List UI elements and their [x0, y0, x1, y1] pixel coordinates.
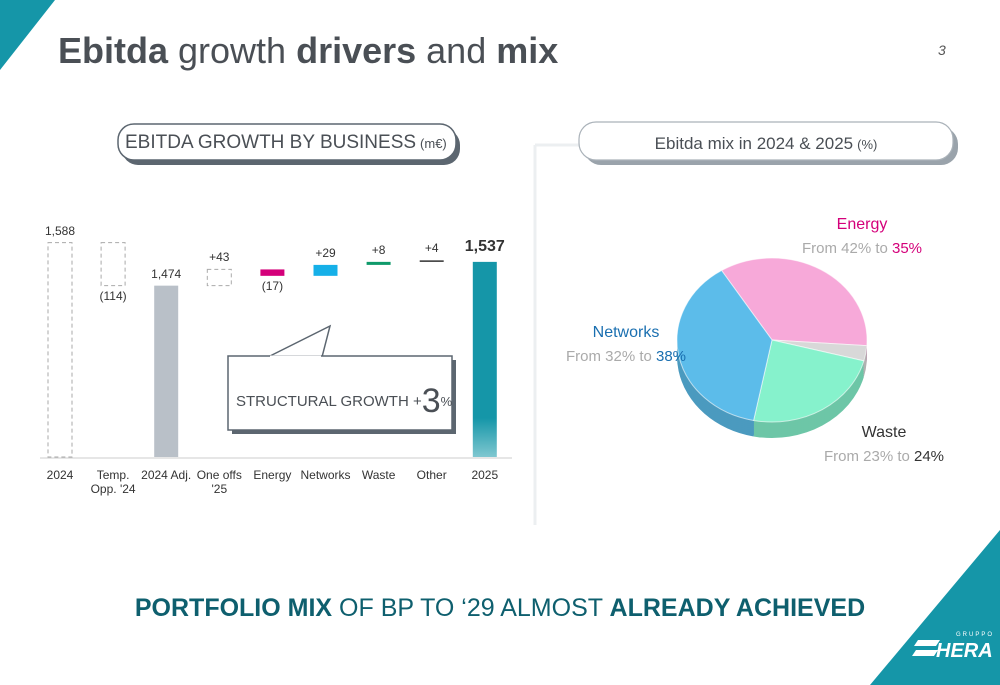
text-part: growth [168, 30, 297, 71]
section-pill [578, 121, 954, 161]
bar [472, 261, 497, 457]
text-part: ALREADY ACHIEVED [609, 594, 866, 622]
pie-change: From 32% to 38% [565, 348, 687, 365]
value-label: 1,474 [151, 266, 182, 281]
callout-value: 3 [421, 382, 441, 420]
corner-triangle [870, 530, 1000, 685]
x-tick-label: One offs '25 [196, 468, 242, 496]
x-tick-label: 2024 Adj. [141, 468, 192, 482]
bar [260, 269, 285, 276]
footer-message: PORTFOLIO MIX OF BP TO ‘29 ALMOST ALREAD… [135, 594, 865, 623]
pie-slice [676, 269, 773, 422]
text-part: PORTFOLIO MIX [134, 594, 333, 622]
value-label: +4 [424, 241, 439, 256]
pie-value: 35% [892, 240, 923, 257]
value-label: (17) [261, 278, 284, 293]
value-label: 1,588 [44, 223, 76, 238]
logo-mark [912, 640, 940, 656]
section-pill [117, 123, 457, 161]
value-label: (114) [99, 288, 127, 303]
callout-text: STRUCTURAL GROWTH +3% [236, 382, 453, 420]
bar [47, 242, 73, 458]
x-tick-label: 2024 [46, 468, 74, 482]
chart-title: EBITDA GROWTH BY BUSINESS (m€) [125, 132, 447, 153]
pie-label: Networks [592, 324, 660, 341]
value-label: +8 [371, 242, 386, 257]
value-label: 1,537 [464, 237, 505, 255]
text-part: and [416, 30, 497, 71]
bar [313, 264, 338, 276]
callout-unit: % [440, 394, 453, 409]
x-tick-label: Networks [300, 468, 351, 482]
text-part: mix [496, 30, 559, 71]
text-part: drivers [296, 30, 417, 71]
x-tick-label: Energy [253, 468, 292, 482]
pie-value: 24% [914, 448, 945, 465]
pie-value: 38% [656, 348, 687, 365]
pie-slice [720, 257, 868, 347]
pie-change: From 42% to 35% [801, 240, 923, 257]
x-tick-label: Other [416, 468, 447, 482]
chart-unit: (m€) [420, 136, 447, 151]
slide-title: Ebitda growth drivers and mix [58, 30, 558, 71]
marks [47, 242, 868, 458]
bar [100, 242, 126, 287]
logo-group: GRUPPO [956, 632, 995, 638]
callout-box [227, 355, 453, 431]
chart-title: Ebitda mix in 2024 & 2025 (%) [654, 134, 878, 153]
logo-name: HERA [936, 640, 993, 662]
bar [154, 285, 179, 457]
pie-slice [753, 339, 865, 423]
pie-label: Waste [861, 424, 907, 441]
bar [419, 260, 444, 262]
text-part: OF BP TO ‘29 ALMOST [332, 594, 610, 622]
pie-change: From 23% to 24% [823, 448, 945, 465]
x-tick-label: 2025 [471, 468, 499, 482]
value-label: +43 [209, 250, 230, 265]
corner-triangle [0, 0, 55, 70]
pie-label: Energy [836, 216, 888, 233]
chart-unit: (%) [857, 137, 878, 152]
page-number: 3 [938, 42, 946, 58]
bar [366, 261, 391, 265]
x-tick-label: Waste [361, 468, 396, 482]
x-tick-label: Temp. Opp. '24 [90, 468, 136, 496]
bar [206, 268, 232, 287]
value-label: +29 [315, 245, 336, 260]
text-part: Ebitda [58, 30, 169, 71]
callout-pointer [267, 324, 332, 358]
